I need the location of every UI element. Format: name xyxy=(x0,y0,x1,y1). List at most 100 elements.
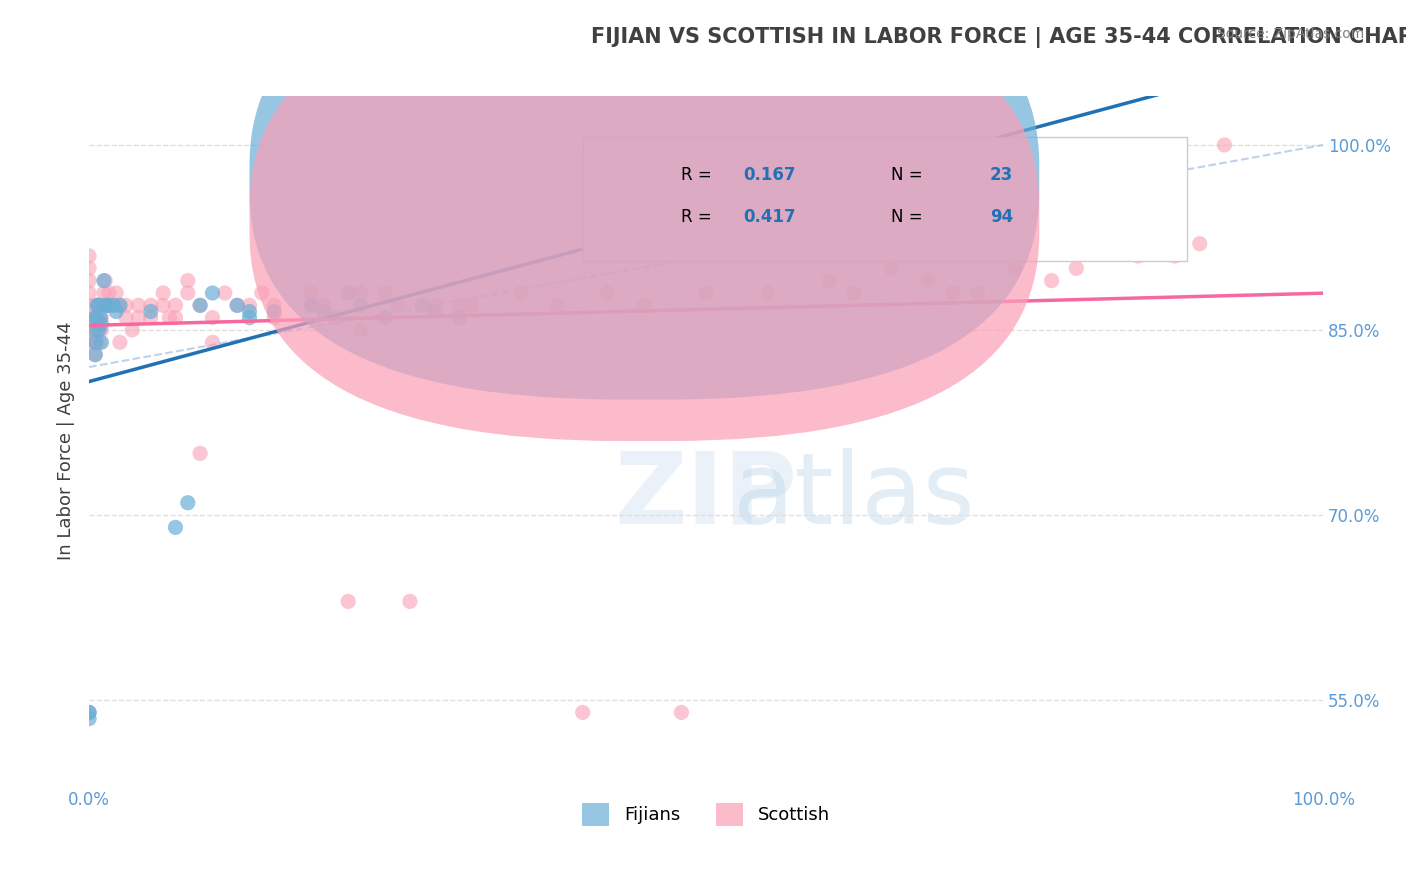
Point xyxy=(1164,249,1187,263)
Point xyxy=(188,298,211,312)
Point xyxy=(108,298,131,312)
Point xyxy=(90,310,112,325)
Point xyxy=(105,304,128,318)
Point xyxy=(399,594,422,608)
Point xyxy=(108,335,131,350)
Point xyxy=(90,317,112,331)
Point xyxy=(547,298,569,312)
Point xyxy=(139,298,162,312)
Point xyxy=(188,298,211,312)
Point xyxy=(423,304,446,318)
Point xyxy=(93,274,115,288)
Point xyxy=(89,310,111,325)
Text: Source: ZipAtlas.com: Source: ZipAtlas.com xyxy=(1216,27,1364,41)
Point xyxy=(263,298,285,312)
Point xyxy=(121,323,143,337)
Point xyxy=(1040,274,1063,288)
Point xyxy=(349,285,371,300)
Point xyxy=(460,298,482,312)
Point xyxy=(115,298,138,312)
Point xyxy=(87,323,110,337)
Point xyxy=(77,274,100,288)
Point xyxy=(312,304,335,318)
Point xyxy=(103,298,125,312)
Point xyxy=(337,285,360,300)
Point xyxy=(188,446,211,460)
Point xyxy=(449,298,471,312)
Point xyxy=(97,298,120,312)
Point xyxy=(263,304,285,318)
Point xyxy=(77,261,100,276)
Point xyxy=(756,285,779,300)
Point xyxy=(1188,236,1211,251)
Point xyxy=(94,298,117,312)
Point xyxy=(337,594,360,608)
Point xyxy=(89,310,111,325)
Point xyxy=(312,298,335,312)
Point xyxy=(165,298,187,312)
Point xyxy=(84,335,107,350)
Point xyxy=(1004,261,1026,276)
Point xyxy=(250,285,273,300)
Point xyxy=(139,310,162,325)
Point xyxy=(90,298,112,312)
Point xyxy=(77,323,100,337)
Point xyxy=(86,323,108,337)
Point xyxy=(917,274,939,288)
Text: ZIP: ZIP xyxy=(614,448,797,545)
Point xyxy=(226,298,249,312)
Point xyxy=(84,323,107,337)
Point xyxy=(90,335,112,350)
Point xyxy=(633,298,655,312)
Point xyxy=(238,298,260,312)
Point xyxy=(152,298,174,312)
Point xyxy=(94,274,117,288)
Point xyxy=(139,304,162,318)
Point xyxy=(325,310,347,325)
Point xyxy=(157,310,180,325)
Text: atlas: atlas xyxy=(734,448,974,545)
Text: 94: 94 xyxy=(990,208,1014,226)
Text: R =: R = xyxy=(682,166,717,184)
Point xyxy=(86,298,108,312)
Point xyxy=(86,310,108,325)
Point xyxy=(671,706,693,720)
Point xyxy=(86,298,108,312)
Text: 0.167: 0.167 xyxy=(744,166,796,184)
FancyBboxPatch shape xyxy=(249,0,1039,441)
Point xyxy=(238,310,260,325)
Point xyxy=(1066,261,1088,276)
Point xyxy=(77,706,100,720)
Point xyxy=(86,323,108,337)
Point xyxy=(226,298,249,312)
Point xyxy=(108,298,131,312)
Point xyxy=(84,298,107,312)
Point xyxy=(86,310,108,325)
Point xyxy=(103,298,125,312)
Text: R =: R = xyxy=(682,208,717,226)
Point xyxy=(818,274,841,288)
Point xyxy=(966,285,988,300)
Point xyxy=(880,261,903,276)
Point xyxy=(374,310,396,325)
Point xyxy=(105,285,128,300)
FancyBboxPatch shape xyxy=(582,137,1188,261)
Point xyxy=(596,285,619,300)
Point xyxy=(77,335,100,350)
Point xyxy=(201,285,224,300)
Point xyxy=(299,298,322,312)
Point xyxy=(86,310,108,325)
Point xyxy=(571,706,593,720)
Point xyxy=(423,298,446,312)
Point xyxy=(201,335,224,350)
Point xyxy=(177,274,200,288)
Point xyxy=(77,249,100,263)
Point xyxy=(87,335,110,350)
Point xyxy=(115,310,138,325)
Point xyxy=(374,285,396,300)
Point xyxy=(77,706,100,720)
Point xyxy=(100,298,122,312)
Point xyxy=(177,496,200,510)
Point xyxy=(1126,249,1149,263)
FancyBboxPatch shape xyxy=(249,0,1039,400)
